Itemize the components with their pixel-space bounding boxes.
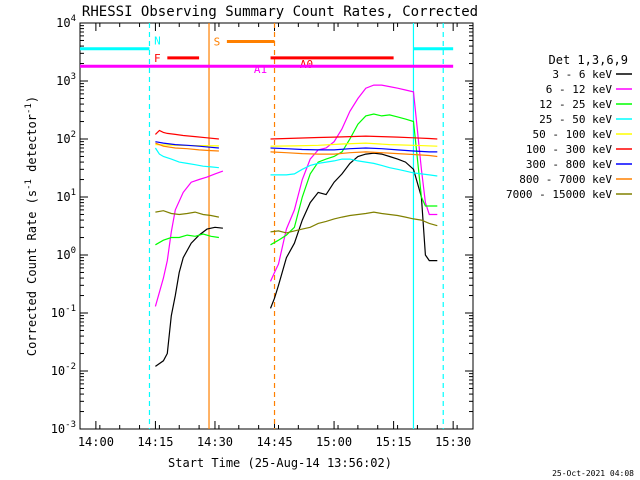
y-tick-label: 100 — [56, 246, 76, 262]
y-axis-label-mid: detector — [25, 114, 39, 179]
y-tick-exponent: 0 — [71, 246, 76, 256]
legend-item-label: 25 - 50 keV — [539, 113, 612, 126]
flag-label-f: F — [154, 52, 161, 65]
x-tick-label: 14:45 — [256, 435, 292, 449]
y-axis-label-sup1: -1 — [24, 179, 34, 190]
y-tick-exponent: -3 — [65, 420, 76, 430]
y-tick-exponent: -1 — [65, 304, 76, 314]
y-tick-label: 103 — [56, 72, 76, 88]
legend-item-label: 50 - 100 keV — [533, 128, 613, 141]
series-line — [270, 158, 438, 177]
y-tick-exponent: 4 — [71, 14, 76, 24]
legend-item-label: 300 - 800 keV — [526, 158, 612, 171]
y-tick-base: 10 — [56, 190, 70, 204]
y-tick-exponent: 2 — [71, 130, 76, 140]
series-line — [155, 141, 219, 149]
legend-item-label: 800 - 7000 keV — [519, 173, 612, 186]
legend-item-label: 3 - 6 keV — [552, 68, 612, 81]
series-line — [270, 113, 438, 246]
y-tick-base: 10 — [51, 364, 65, 378]
y-tick-base: 10 — [56, 132, 70, 146]
series-line — [154, 170, 224, 307]
y-axis-label-sup2: -1 — [24, 103, 34, 114]
y-tick-label: 10-3 — [51, 420, 76, 436]
x-tick-label: 14:00 — [78, 435, 114, 449]
series-line — [269, 84, 438, 282]
series-line — [155, 233, 219, 246]
x-tick-label: 15:30 — [435, 435, 471, 449]
x-tick-label: 14:15 — [137, 435, 173, 449]
series-line — [270, 151, 438, 158]
y-tick-label: 101 — [56, 188, 76, 204]
y-tick-label: 102 — [56, 130, 76, 146]
flag-label-n: N — [154, 35, 161, 48]
series-line — [270, 142, 438, 147]
x-tick-label: 15:00 — [316, 435, 352, 449]
y-axis-label: Corrected Count Rate (s-1 detector-1) — [24, 96, 39, 356]
plot-frame — [79, 22, 474, 430]
legend-item-label: 100 - 300 keV — [526, 143, 612, 156]
series-line — [155, 226, 223, 367]
legend-item-label: 6 - 12 keV — [546, 83, 613, 96]
x-axis-label: Start Time (25-Aug-14 13:56:02) — [168, 456, 392, 470]
y-tick-label: 10-1 — [51, 304, 76, 320]
x-tick-label: 15:15 — [376, 435, 412, 449]
y-tick-exponent: 3 — [71, 72, 76, 82]
series-line — [270, 147, 438, 153]
y-tick-exponent: 1 — [71, 188, 76, 198]
series-line — [154, 129, 219, 140]
series-line — [154, 147, 219, 169]
chart-title: RHESSI Observing Summary Count Rates, Co… — [82, 4, 478, 20]
series-line — [270, 211, 438, 234]
x-tick-label: 14:30 — [197, 435, 233, 449]
series-line — [155, 142, 219, 152]
y-tick-base: 10 — [56, 16, 70, 30]
legend-title: Det 1,3,6,9 — [549, 53, 628, 67]
legend: Det 1,3,6,93 - 6 keV 6 - 12 keV 12 - 25 ke… — [506, 53, 632, 201]
legend-item-label: 7000 - 15000 keV — [506, 188, 612, 201]
y-tick-base: 10 — [56, 74, 70, 88]
y-tick-label: 10-2 — [51, 362, 76, 378]
legend-item-label: 12 - 25 keV — [539, 98, 612, 111]
timestamp: 25-Oct-2021 04:08 — [552, 469, 634, 478]
series-line — [155, 210, 220, 218]
series-line — [270, 135, 438, 140]
flag-label-s: S — [214, 35, 221, 48]
y-axis-label-end: ) — [25, 96, 39, 103]
flag-label-a0: A0 — [300, 58, 313, 71]
y-tick-exponent: -2 — [65, 362, 76, 372]
y-tick-label: 104 — [56, 14, 76, 30]
y-tick-base: 10 — [56, 248, 70, 262]
y-tick-base: 10 — [51, 306, 65, 320]
y-tick-base: 10 — [51, 422, 65, 436]
y-axis-label-a: Corrected Count Rate (s — [25, 190, 39, 356]
flag-label-a1: A1 — [254, 63, 267, 76]
